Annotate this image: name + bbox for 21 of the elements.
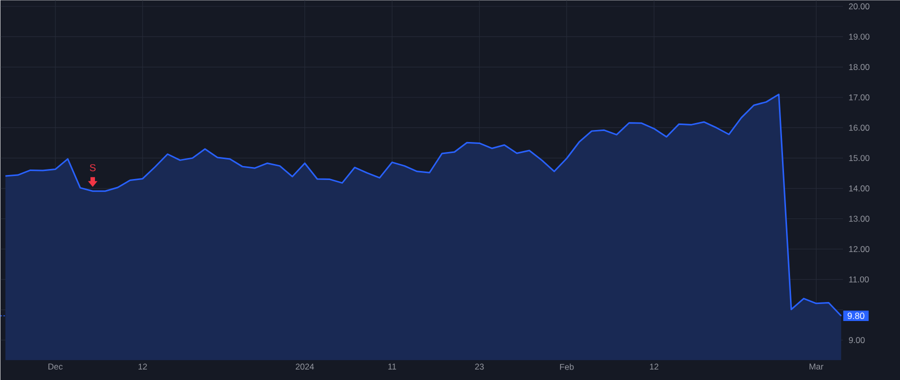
y-tick-label: 11.00 [849,276,869,282]
x-tick-label: 11 [388,364,396,370]
ref-line-label: 9.80 [848,312,864,319]
x-tick-label: 12 [138,364,147,370]
y-tick-label: 15.00 [849,155,870,161]
y-tick-label: 13.00 [849,216,870,222]
x-tick-label: Dec [48,364,63,370]
annotation: S [90,164,96,172]
y-tick-label: 19.00 [849,34,870,40]
x-tick-label: 23 [475,364,484,370]
y-tick-label: 17.00 [849,94,870,100]
y-tick-label: 20.00 [848,3,870,10]
x-tick-label: Feb [560,364,574,370]
x-tick-label: 2024 [296,364,314,370]
x-tick-label: 12 [650,364,658,370]
y-tick-label: 9.00 [848,337,865,344]
y-tick-label: 12.00 [849,246,870,252]
x-tick-label: Mar [810,364,824,370]
y-tick-label: 14.00 [849,185,870,192]
y-tick-label: 16.00 [849,124,870,131]
y-tick-label: 18.00 [849,64,870,70]
